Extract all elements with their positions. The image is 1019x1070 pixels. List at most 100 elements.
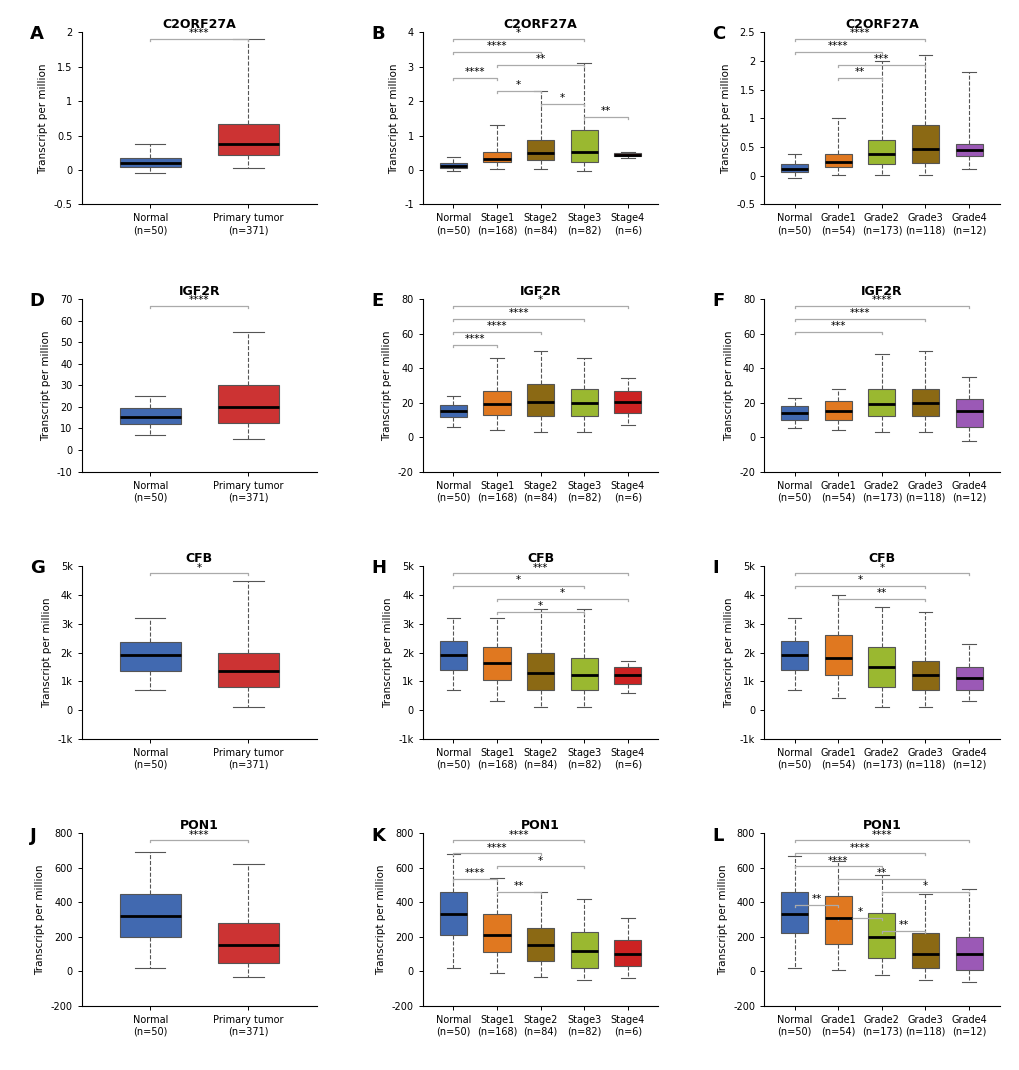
PathPatch shape (824, 636, 851, 675)
PathPatch shape (911, 933, 938, 968)
PathPatch shape (911, 125, 938, 163)
Text: B: B (371, 26, 384, 43)
Title: C2ORF27A: C2ORF27A (503, 18, 577, 31)
PathPatch shape (613, 153, 641, 156)
Text: *: * (516, 80, 521, 90)
Text: L: L (711, 826, 723, 844)
Text: ****: **** (465, 334, 485, 345)
PathPatch shape (781, 407, 807, 419)
Text: K: K (371, 826, 384, 844)
PathPatch shape (483, 152, 511, 163)
PathPatch shape (218, 653, 278, 687)
PathPatch shape (613, 667, 641, 684)
PathPatch shape (570, 658, 597, 690)
Text: E: E (371, 292, 383, 310)
PathPatch shape (867, 646, 895, 687)
Text: *: * (537, 295, 543, 305)
PathPatch shape (781, 892, 807, 933)
Text: **: ** (854, 67, 864, 77)
Text: D: D (30, 292, 45, 310)
Title: C2ORF27A: C2ORF27A (162, 18, 236, 31)
Text: ****: **** (486, 842, 506, 853)
Text: ****: **** (465, 67, 485, 77)
Text: H: H (371, 560, 386, 578)
Text: ****: **** (849, 28, 869, 39)
Text: ****: **** (508, 829, 529, 840)
PathPatch shape (824, 401, 851, 419)
Y-axis label: Transcript per million: Transcript per million (382, 331, 392, 441)
PathPatch shape (911, 388, 938, 416)
Y-axis label: Transcript per million: Transcript per million (388, 63, 398, 173)
Text: ****: **** (486, 321, 506, 332)
PathPatch shape (483, 646, 511, 679)
Text: *: * (922, 882, 927, 891)
Text: C: C (711, 26, 725, 43)
Text: **: ** (514, 882, 524, 891)
Y-axis label: Transcript per million: Transcript per million (720, 63, 730, 173)
PathPatch shape (120, 893, 180, 937)
Y-axis label: Transcript per million: Transcript per million (723, 331, 733, 441)
Y-axis label: Transcript per million: Transcript per million (717, 865, 727, 975)
PathPatch shape (439, 892, 467, 935)
PathPatch shape (781, 641, 807, 670)
Y-axis label: Transcript per million: Transcript per million (41, 331, 51, 441)
Text: *: * (878, 563, 883, 572)
PathPatch shape (439, 163, 467, 168)
Text: **: ** (876, 588, 887, 598)
Text: **: ** (535, 55, 545, 64)
PathPatch shape (781, 164, 807, 172)
Text: ****: **** (827, 856, 848, 866)
PathPatch shape (120, 408, 180, 424)
PathPatch shape (613, 941, 641, 966)
PathPatch shape (120, 158, 180, 167)
Text: *: * (516, 576, 521, 585)
Text: *: * (516, 28, 521, 39)
Text: J: J (30, 826, 37, 844)
PathPatch shape (867, 913, 895, 958)
Text: ***: *** (873, 55, 889, 64)
Title: PON1: PON1 (179, 820, 218, 832)
Title: CFB: CFB (527, 552, 553, 565)
Y-axis label: Transcript per million: Transcript per million (376, 865, 386, 975)
PathPatch shape (483, 391, 511, 415)
Text: ****: **** (827, 42, 848, 51)
Text: F: F (711, 292, 723, 310)
Text: *: * (857, 907, 862, 917)
Title: PON1: PON1 (521, 820, 559, 832)
PathPatch shape (867, 140, 895, 164)
PathPatch shape (955, 937, 981, 969)
PathPatch shape (867, 388, 895, 416)
PathPatch shape (439, 641, 467, 670)
Y-axis label: Transcript per million: Transcript per million (35, 865, 45, 975)
PathPatch shape (527, 653, 553, 690)
Text: *: * (559, 93, 565, 103)
Y-axis label: Transcript per million: Transcript per million (723, 597, 734, 707)
Text: ****: **** (871, 829, 892, 840)
Text: ****: **** (849, 842, 869, 853)
Text: *: * (559, 588, 565, 598)
Title: PON1: PON1 (862, 820, 901, 832)
Text: *: * (537, 856, 543, 866)
PathPatch shape (527, 140, 553, 160)
PathPatch shape (218, 385, 278, 423)
PathPatch shape (824, 154, 851, 167)
PathPatch shape (483, 915, 511, 952)
Text: ****: **** (465, 869, 485, 878)
PathPatch shape (955, 667, 981, 690)
Text: G: G (30, 560, 45, 578)
PathPatch shape (218, 124, 278, 155)
Text: ****: **** (189, 28, 209, 39)
Y-axis label: Transcript per million: Transcript per million (42, 597, 52, 707)
PathPatch shape (911, 661, 938, 690)
Title: IGF2R: IGF2R (178, 285, 220, 299)
PathPatch shape (527, 929, 553, 961)
Text: ****: **** (486, 42, 506, 51)
PathPatch shape (218, 923, 278, 963)
Text: **: ** (810, 895, 821, 904)
Text: *: * (197, 563, 202, 572)
PathPatch shape (613, 391, 641, 413)
Title: IGF2R: IGF2R (860, 285, 902, 299)
Title: CFB: CFB (867, 552, 895, 565)
PathPatch shape (570, 388, 597, 416)
Text: **: ** (898, 920, 908, 930)
